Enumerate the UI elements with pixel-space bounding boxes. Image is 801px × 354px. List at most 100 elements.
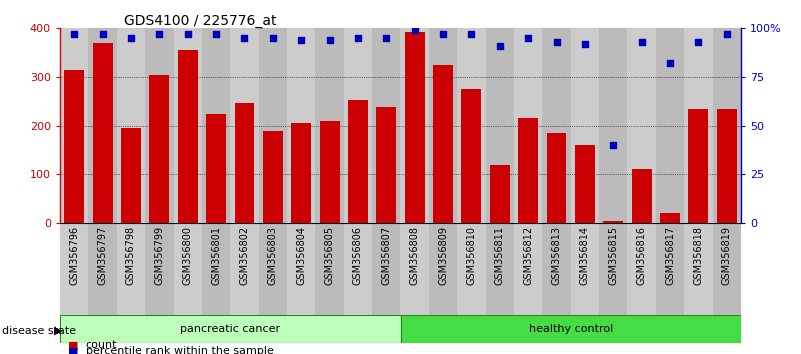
- Text: GSM356817: GSM356817: [665, 226, 675, 285]
- Bar: [231, 28, 259, 223]
- Point: [380, 35, 392, 41]
- Bar: [546, 133, 566, 223]
- Text: GSM356813: GSM356813: [552, 226, 562, 285]
- Point: [409, 28, 421, 33]
- Bar: [570, 223, 599, 319]
- Text: GDS4100 / 225776_at: GDS4100 / 225776_at: [124, 14, 276, 28]
- Bar: [405, 32, 425, 223]
- Bar: [575, 145, 595, 223]
- Bar: [206, 114, 226, 223]
- FancyBboxPatch shape: [60, 315, 400, 343]
- Bar: [202, 223, 231, 319]
- Point: [692, 39, 705, 45]
- Point: [181, 31, 194, 37]
- Bar: [344, 223, 372, 319]
- Bar: [174, 28, 202, 223]
- Text: GSM356802: GSM356802: [239, 226, 249, 285]
- Bar: [259, 28, 287, 223]
- Point: [635, 39, 648, 45]
- Text: GSM356807: GSM356807: [381, 226, 392, 285]
- Bar: [231, 223, 259, 319]
- Text: GSM356810: GSM356810: [466, 226, 477, 285]
- Bar: [542, 223, 570, 319]
- Point: [210, 31, 223, 37]
- Text: healthy control: healthy control: [529, 324, 613, 334]
- Bar: [603, 221, 623, 223]
- Point: [125, 35, 138, 41]
- Point: [607, 142, 620, 148]
- Text: GSM356809: GSM356809: [438, 226, 448, 285]
- Bar: [344, 28, 372, 223]
- Bar: [713, 28, 741, 223]
- Text: GSM356805: GSM356805: [324, 226, 335, 285]
- Text: GSM356818: GSM356818: [694, 226, 703, 285]
- Bar: [429, 223, 457, 319]
- Text: GSM356815: GSM356815: [608, 226, 618, 285]
- Bar: [287, 28, 316, 223]
- Bar: [717, 109, 737, 223]
- Bar: [376, 107, 396, 223]
- Bar: [542, 28, 570, 223]
- Bar: [457, 28, 485, 223]
- Bar: [490, 165, 509, 223]
- Text: ■: ■: [68, 346, 78, 354]
- Bar: [457, 223, 485, 319]
- Point: [493, 43, 506, 48]
- Bar: [93, 43, 113, 223]
- Bar: [235, 103, 255, 223]
- Point: [578, 41, 591, 47]
- Bar: [627, 28, 656, 223]
- Text: GSM356804: GSM356804: [296, 226, 306, 285]
- Point: [352, 35, 364, 41]
- Text: GSM356814: GSM356814: [580, 226, 590, 285]
- Bar: [150, 75, 169, 223]
- Bar: [656, 223, 684, 319]
- Bar: [64, 70, 84, 223]
- Bar: [461, 89, 481, 223]
- Bar: [485, 223, 514, 319]
- Bar: [713, 223, 741, 319]
- Point: [295, 37, 308, 43]
- Point: [267, 35, 280, 41]
- Bar: [263, 131, 283, 223]
- Bar: [514, 223, 542, 319]
- Bar: [145, 28, 174, 223]
- Text: GSM356816: GSM356816: [637, 226, 646, 285]
- Bar: [433, 65, 453, 223]
- Bar: [117, 223, 145, 319]
- Point: [238, 35, 251, 41]
- Text: GSM356803: GSM356803: [268, 226, 278, 285]
- Bar: [400, 223, 429, 319]
- Point: [323, 37, 336, 43]
- Point: [465, 31, 478, 37]
- Text: count: count: [86, 340, 117, 350]
- Bar: [688, 109, 708, 223]
- Text: ■: ■: [68, 340, 78, 350]
- Bar: [88, 223, 117, 319]
- Text: GSM356796: GSM356796: [69, 226, 79, 285]
- Bar: [287, 223, 316, 319]
- Bar: [174, 223, 202, 319]
- Point: [550, 39, 563, 45]
- Text: GSM356799: GSM356799: [155, 226, 164, 285]
- Text: GSM356800: GSM356800: [183, 226, 193, 285]
- Bar: [178, 50, 198, 223]
- Text: GSM356819: GSM356819: [722, 226, 732, 285]
- Text: percentile rank within the sample: percentile rank within the sample: [86, 346, 274, 354]
- Text: GSM356801: GSM356801: [211, 226, 221, 285]
- Bar: [660, 213, 680, 223]
- Point: [68, 31, 81, 37]
- Text: GSM356808: GSM356808: [409, 226, 420, 285]
- Bar: [485, 28, 514, 223]
- Text: GSM356811: GSM356811: [495, 226, 505, 285]
- Bar: [684, 28, 713, 223]
- Text: GSM356797: GSM356797: [98, 226, 107, 285]
- Bar: [121, 128, 141, 223]
- FancyBboxPatch shape: [400, 315, 741, 343]
- Point: [96, 31, 109, 37]
- Point: [663, 61, 676, 66]
- Bar: [372, 28, 400, 223]
- Bar: [656, 28, 684, 223]
- Bar: [627, 223, 656, 319]
- Text: ▶: ▶: [54, 326, 63, 336]
